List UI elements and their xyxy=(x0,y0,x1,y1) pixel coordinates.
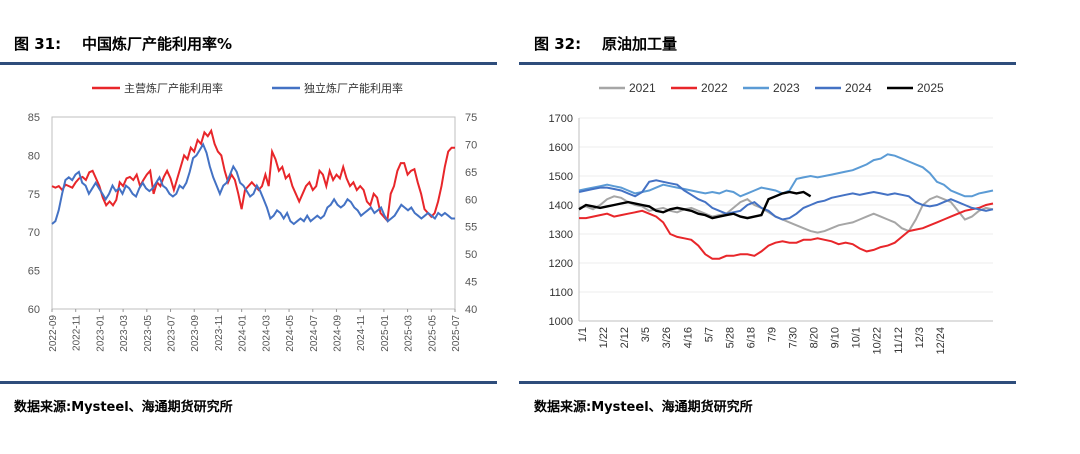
x-tick-label: 2023-07 xyxy=(167,315,178,352)
x-tick-label: 1/22 xyxy=(598,327,610,348)
y-left-tick-label: 70 xyxy=(28,227,40,239)
y-tick-label: 1500 xyxy=(549,171,573,183)
legend-label-independent: 独立炼厂产能利用率 xyxy=(304,81,403,95)
x-tick-label: 2023-01 xyxy=(95,315,106,352)
series-line-2023 xyxy=(578,153,994,198)
x-tick-label: 10/1 xyxy=(851,327,863,348)
y-left-tick-label: 60 xyxy=(28,304,40,316)
figure-31-source: 数据来源:Mysteel、海通期货研究所 xyxy=(14,400,233,415)
x-tick-label: 7/30 xyxy=(788,327,800,348)
legend-label-2024: 2024 xyxy=(845,81,872,95)
y-tick-label: 1400 xyxy=(549,200,573,212)
series-line-2022 xyxy=(579,202,994,260)
y-left-tick-label: 75 xyxy=(28,189,40,201)
x-tick-label: 2024-03 xyxy=(261,315,272,352)
legend-label-2023: 2023 xyxy=(773,81,800,95)
y-left-tick-label: 65 xyxy=(28,266,40,278)
legend-label-2022: 2022 xyxy=(701,81,728,95)
y-tick-label: 1200 xyxy=(549,258,573,270)
legend-label-2025: 2025 xyxy=(917,81,944,95)
y-right-tick-label: 40 xyxy=(465,304,477,316)
legend-label-2021: 2021 xyxy=(629,81,656,95)
x-tick-label: 2024-01 xyxy=(238,315,249,352)
x-tick-label: 2023-09 xyxy=(190,315,201,352)
x-tick-label: 6/18 xyxy=(745,327,757,348)
x-tick-label: 2024-07 xyxy=(309,315,320,352)
x-tick-label: 2022-09 xyxy=(48,315,59,352)
figure-32-title: 图 32: 原油加工量 xyxy=(534,35,677,53)
y-left-tick-label: 85 xyxy=(28,112,40,124)
x-tick-label: 5/28 xyxy=(724,327,736,348)
series-line-2025 xyxy=(578,190,812,220)
figure-32-top-rule xyxy=(519,62,1016,65)
x-tick-label: 2023-11 xyxy=(214,315,225,351)
x-tick-label: 9/10 xyxy=(830,327,842,348)
figure-31-top-rule xyxy=(0,62,497,65)
y-right-tick-label: 50 xyxy=(465,249,477,261)
x-tick-label: 2025-03 xyxy=(404,315,415,352)
x-tick-label: 2023-05 xyxy=(143,315,154,352)
x-tick-label: 12/3 xyxy=(914,327,926,348)
figure-32-bottom-rule xyxy=(519,381,1016,384)
x-tick-label: 2024-09 xyxy=(332,315,343,352)
y-tick-label: 1300 xyxy=(549,229,573,241)
x-tick-label: 2025-07 xyxy=(451,315,462,352)
x-tick-label: 5/7 xyxy=(703,327,715,342)
crude-processing-chart: 2021 2022 2023 2024 2025 1000 1100 1200 1300 1400… xyxy=(549,81,994,355)
series-line-2024 xyxy=(578,179,994,221)
y-right-tick-label: 65 xyxy=(465,167,477,179)
figure-31-title: 图 31: 中国炼厂产能利用率% xyxy=(14,35,233,53)
refinery-utilization-chart: 主营炼厂产能利用率 独立炼厂产能利用率 60 65 70 75 80 85 40 45 50 55 60… xyxy=(28,81,478,352)
y-tick-label: 1000 xyxy=(549,316,573,328)
figure-31-bottom-rule xyxy=(0,381,497,384)
y-tick-label: 1600 xyxy=(549,142,573,154)
y-right-tick-label: 75 xyxy=(465,112,477,124)
y-right-tick-label: 70 xyxy=(465,139,477,151)
x-tick-label: 2025-05 xyxy=(427,315,438,352)
x-tick-label: 2025-01 xyxy=(380,315,391,352)
x-tick-label: 11/12 xyxy=(893,327,905,354)
y-left-tick-label: 80 xyxy=(28,150,40,162)
x-tick-label: 7/9 xyxy=(766,327,778,342)
x-tick-label: 1/1 xyxy=(577,327,589,342)
y-tick-label: 1700 xyxy=(549,113,573,125)
x-tick-label: 4/16 xyxy=(682,327,694,348)
x-tick-label: 12/24 xyxy=(935,327,947,355)
x-tick-label: 2024-05 xyxy=(285,315,296,352)
x-tick-label: 3/5 xyxy=(640,327,652,342)
y-tick-label: 1100 xyxy=(549,287,573,299)
x-tick-label: 10/22 xyxy=(872,327,884,355)
x-tick-label: 3/26 xyxy=(661,327,673,348)
x-tick-label: 8/20 xyxy=(809,327,821,348)
x-tick-label: 2/12 xyxy=(619,327,631,348)
series-line-independent-refinery xyxy=(51,142,455,226)
x-tick-label: 2024-11 xyxy=(356,315,367,351)
y-right-tick-label: 60 xyxy=(465,194,477,206)
x-tick-label: 2023-03 xyxy=(119,315,130,352)
plot-frame xyxy=(51,116,456,310)
series-line-2021 xyxy=(578,195,994,234)
figure-32-source: 数据来源:Mysteel、海通期货研究所 xyxy=(534,400,753,415)
x-tick-label: 2022-11 xyxy=(72,315,83,351)
legend-label-main: 主营炼厂产能利用率 xyxy=(124,81,223,95)
series-line-main-refinery xyxy=(51,128,455,224)
y-right-tick-label: 45 xyxy=(465,277,477,289)
y-right-tick-label: 55 xyxy=(465,222,477,234)
